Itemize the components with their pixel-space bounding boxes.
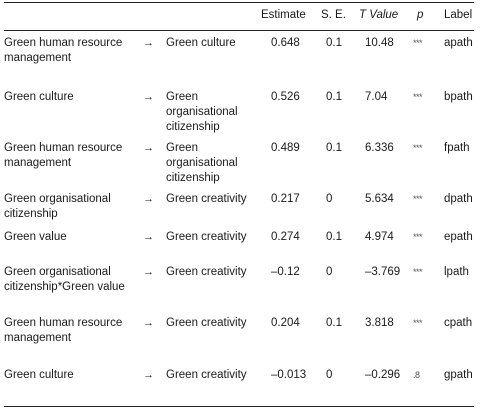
header-t-value: T Value <box>359 9 399 21</box>
arrow-icon: → <box>143 317 154 329</box>
estimate-cell: 0.217 <box>271 193 300 205</box>
table-row: Green value → Green creativity 0.274 0.1… <box>4 230 474 265</box>
table-header: Estimate S. E. T Value p Label <box>4 3 474 25</box>
estimate-cell: 0.648 <box>271 37 300 49</box>
table-row: Green human resource management → Green … <box>4 36 474 90</box>
arrow-icon: → <box>143 142 154 154</box>
label-cell: dpath <box>444 193 473 205</box>
t-value-cell: 10.48 <box>365 37 394 49</box>
p-cell: .8 <box>413 370 420 380</box>
from-cell: Green value <box>4 231 67 243</box>
p-cell: *** <box>413 318 423 328</box>
arrow-icon: → <box>143 193 154 205</box>
p-cell: *** <box>413 267 423 277</box>
estimate-cell: 0.274 <box>271 231 300 243</box>
t-value-cell: 6.336 <box>365 142 394 154</box>
p-cell: *** <box>413 232 423 242</box>
se-cell: 0.1 <box>326 231 342 243</box>
estimate-cell: 0.204 <box>271 317 300 329</box>
label-cell: epath <box>444 231 473 243</box>
from-cell: Green organisational citizenship <box>4 193 111 220</box>
estimate-cell: 0.526 <box>271 91 300 103</box>
label-cell: gpath <box>444 369 473 381</box>
from-cell: Green human resource management <box>4 142 123 169</box>
header-label: Label <box>444 9 473 21</box>
p-cell: *** <box>413 38 423 48</box>
to-cell: Green creativity <box>166 231 247 243</box>
table-header-rule <box>4 30 474 31</box>
arrow-icon: → <box>143 91 154 103</box>
se-cell: 0.1 <box>326 317 342 329</box>
label-cell: fpath <box>444 142 470 154</box>
to-cell: Green organisational citizenship <box>166 142 238 184</box>
path-table: Estimate S. E. T Value p Label Green hum… <box>4 2 474 407</box>
table-row: Green organisational citizenship → Green… <box>4 192 474 230</box>
from-cell: Green culture <box>4 91 74 103</box>
table-row: Green culture → Green organisational cit… <box>4 90 474 141</box>
arrow-icon: → <box>143 37 154 49</box>
p-cell: *** <box>413 92 423 102</box>
se-cell: 0 <box>326 193 333 205</box>
t-value-cell: 4.974 <box>365 231 394 243</box>
table-row: Green organisational citizenship*Green v… <box>4 265 474 316</box>
label-cell: lpath <box>444 266 469 278</box>
from-cell: Green organisational citizenship*Green v… <box>4 266 125 293</box>
header-p: p <box>417 9 424 21</box>
to-cell: Green creativity <box>166 266 247 278</box>
table-bottom-rule <box>4 406 474 407</box>
table-row: Green human resource management → Green … <box>4 141 474 192</box>
table-body: Green human resource management → Green … <box>4 36 474 403</box>
from-cell: Green human resource management <box>4 37 123 64</box>
from-cell: Green culture <box>4 369 74 381</box>
p-cell: *** <box>413 194 423 204</box>
t-value-cell: 3.818 <box>365 317 394 329</box>
estimate-cell: –0.12 <box>271 266 300 278</box>
se-cell: 0.1 <box>326 91 342 103</box>
t-value-cell: –3.769 <box>365 266 401 278</box>
estimate-cell: –0.013 <box>271 369 307 381</box>
estimate-cell: 0.489 <box>271 142 300 154</box>
se-cell: 0 <box>326 369 333 381</box>
arrow-icon: → <box>143 231 154 243</box>
header-se: S. E. <box>321 9 346 21</box>
arrow-icon: → <box>143 369 154 381</box>
to-cell: Green organisational citizenship <box>166 91 238 133</box>
label-cell: bpath <box>444 91 473 103</box>
to-cell: Green creativity <box>166 317 247 329</box>
to-cell: Green creativity <box>166 369 247 381</box>
table-top-rule <box>4 2 474 3</box>
t-value-cell: –0.296 <box>365 369 401 381</box>
arrow-icon: → <box>143 266 154 278</box>
se-cell: 0 <box>326 266 333 278</box>
se-cell: 0.1 <box>326 142 342 154</box>
label-cell: apath <box>444 37 473 49</box>
table-row: Green human resource management → Green … <box>4 316 474 368</box>
p-cell: *** <box>413 143 423 153</box>
to-cell: Green creativity <box>166 193 247 205</box>
header-estimate: Estimate <box>261 9 306 21</box>
to-cell: Green culture <box>166 37 236 49</box>
from-cell: Green human resource management <box>4 317 123 344</box>
t-value-cell: 7.04 <box>365 91 388 103</box>
table-row: Green culture → Green creativity –0.013 … <box>4 368 474 403</box>
t-value-cell: 5.634 <box>365 193 394 205</box>
label-cell: cpath <box>444 317 473 329</box>
se-cell: 0.1 <box>326 37 342 49</box>
